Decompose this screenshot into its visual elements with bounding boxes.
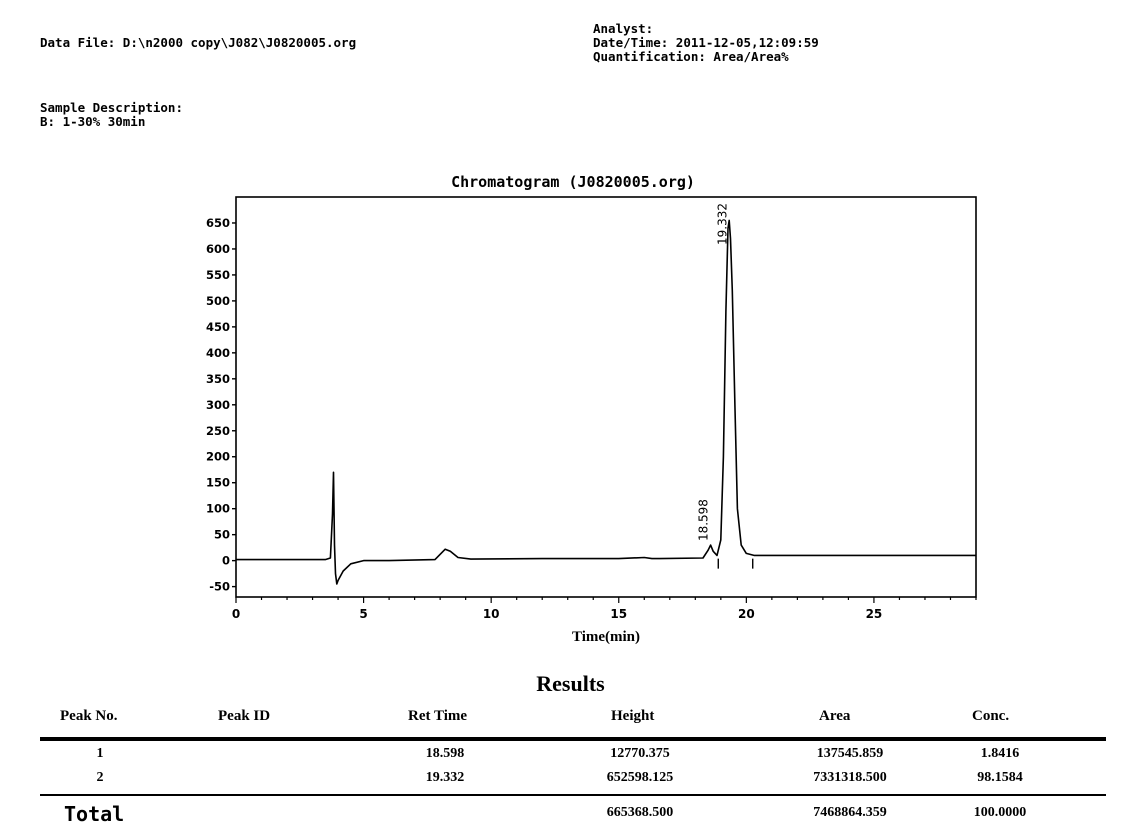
y-tick-label: 400 [206,346,230,360]
total-conc: 100.0000 [973,805,1027,820]
row-2-area: 7331318.500 [813,770,887,785]
y-tick-label: 100 [206,502,230,516]
x-tick-label: 0 [232,607,240,621]
y-tick-label: 600 [206,242,230,256]
y-tick-label: 500 [206,294,230,308]
results-title: Results [536,671,605,696]
row-1-peak-no: 1 [96,746,104,761]
datetime-value: 2011-12-05,12:09:59 [675,35,819,50]
chromatogram-trace [236,219,976,585]
y-tick-label: 300 [206,398,230,412]
total-label: Total [64,802,125,826]
chromatogram-chart: Chromatogram (J0820005.org) -50050100150… [206,173,977,645]
datetime-line: Date/Time: 2011-12-05,12:09:59 [593,36,819,49]
row-1-ret-time: 18.598 [425,746,465,761]
header-rule [40,737,1106,741]
total-height: 665368.500 [606,805,674,820]
y-tick-label: -50 [209,580,230,594]
chart-title: Chromatogram (J0820005.org) [451,173,695,191]
row-2-ret-time: 19.332 [425,770,465,785]
x-axis-label: Time(min) [572,629,640,645]
col-header-conc: Conc. [972,708,1010,724]
x-tick-label: 5 [359,607,367,621]
y-tick-label: 550 [206,268,230,282]
x-tick-label: 20 [738,607,755,621]
row-2-height: 652598.125 [606,770,674,785]
row-1-conc: 1.8416 [980,746,1020,761]
plot-frame [235,196,977,598]
y-tick-label: 150 [206,476,230,490]
col-header-peak-no: Peak No. [60,708,118,724]
col-header-ret-time: Ret Time [408,708,468,724]
y-tick-label: 650 [206,216,230,230]
data-file-value: D:\n2000 copy\J082\J0820005.org [122,35,357,50]
x-tick-label: 10 [483,607,500,621]
x-tick-label: 15 [610,607,627,621]
y-tick-label: 450 [206,320,230,334]
total-rule [40,794,1106,796]
baseline-markers [717,558,754,569]
datetime-label: Date/Time: [593,35,669,50]
y-axis: -50 0 50 100 150 200 250 300 350 400 450 500 550 600 6… [206,216,236,594]
row-2-conc: 98.1584 [977,770,1023,785]
x-axis: 0 5 10 15 20 25 [232,597,977,621]
row-1-area: 137545.859 [816,746,884,761]
sample-description-value: B: 1-30% 30min [40,114,146,129]
row-2-peak-no: 2 [96,770,104,785]
quantification-label: Quantification: [593,49,706,64]
x-tick-label: 25 [866,607,883,621]
col-header-peak-id: Peak ID [218,708,271,724]
peak-label: 19.332 [715,203,729,245]
total-area: 7468864.359 [813,805,887,820]
y-tick-label: 350 [206,372,230,386]
analyst-label: Analyst: [593,21,654,36]
col-header-area: Area [819,708,851,724]
data-file-label: Data File: [40,35,116,50]
row-1-height: 12770.375 [610,746,670,761]
sample-description-label: Sample Description: [40,100,183,115]
analyst-line: Analyst: [593,22,653,35]
y-tick-label: 0 [222,554,230,568]
col-header-height: Height [611,708,655,724]
peak-labels: 18.598 19.332 [697,203,730,541]
peak-label: 18.598 [697,499,711,541]
quantification-value: Area/Area% [713,49,789,64]
data-file-line: Data File: D:\n2000 copy\J082\J0820005.o… [40,36,356,49]
y-tick-label: 200 [206,450,230,464]
y-tick-label: 250 [206,424,230,438]
quantification-line: Quantification: Area/Area% [593,50,789,63]
y-tick-label: 50 [214,528,230,542]
